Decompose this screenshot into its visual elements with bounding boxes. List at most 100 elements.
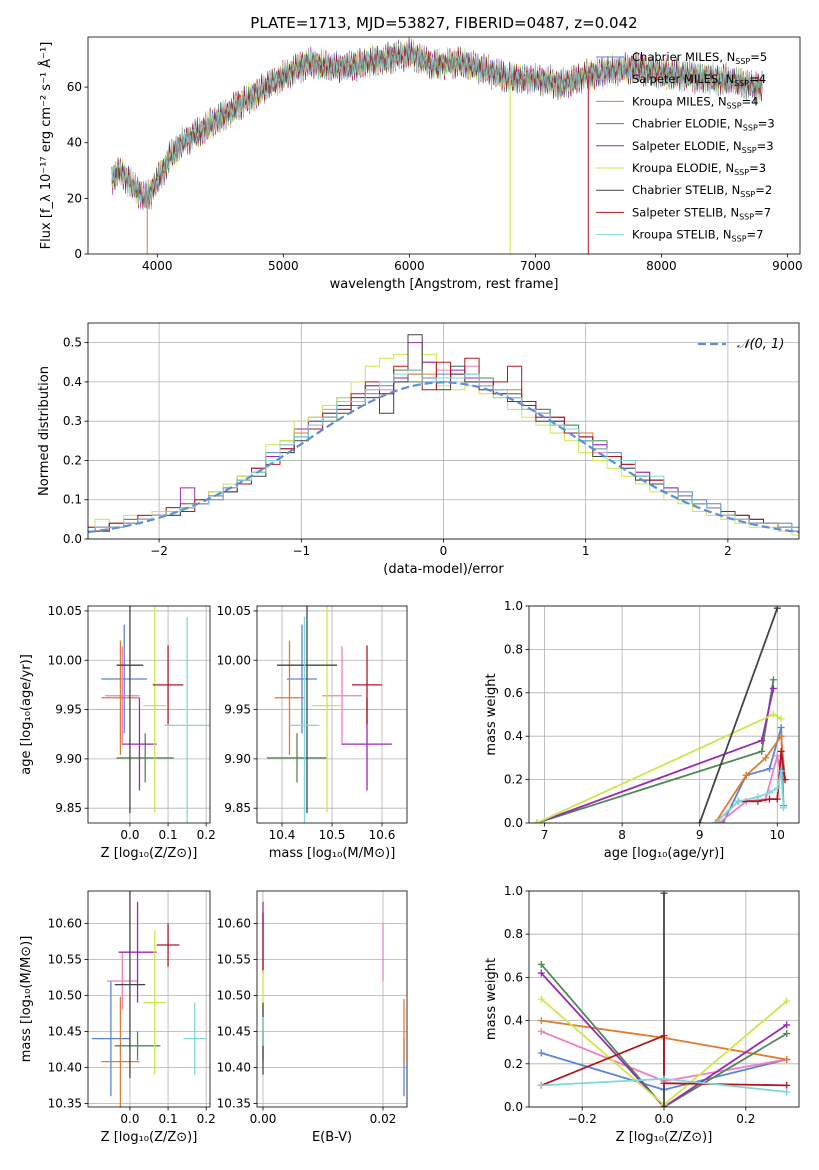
weight-path xyxy=(540,963,788,1107)
panel-massweight-vs-Z: −0.2 0.0 0.2 0.0 0.2 0.4 0.6 0.8 1.0 Z [log₁₀(Z/Z… xyxy=(484,884,800,1145)
x-tick-label: 10.6 xyxy=(369,828,396,842)
x-tick-label: 9000 xyxy=(772,259,803,273)
y-tick-label: 0.0 xyxy=(504,816,523,830)
grid xyxy=(257,606,407,823)
plot-area xyxy=(88,334,799,536)
axes-frame xyxy=(528,890,800,1108)
errorbar-chabrier-elodie xyxy=(114,1031,161,1061)
y-tick-label: 0.2 xyxy=(504,1057,523,1071)
weight-line-kroupa-stelib xyxy=(711,767,787,823)
y-tick-label: 0.2 xyxy=(504,773,523,787)
plot-area xyxy=(267,606,392,823)
legend-entry: Salpeter STELIB, NSSP=7 xyxy=(632,205,771,221)
x-axis-label: mass [log₁₀(M/M⊙)] xyxy=(269,846,396,861)
weight-marker xyxy=(734,797,742,805)
y-tick-label: 10.55 xyxy=(48,952,82,966)
axes-frame xyxy=(87,890,211,1108)
legend-entry: Salpeter ELODIE, NSSP=3 xyxy=(632,139,774,155)
y-tick-label: 10.35 xyxy=(48,1096,82,1110)
x-tick-label: 0.02 xyxy=(370,1112,397,1126)
weight-marker xyxy=(783,1055,791,1063)
y-tick-label: 0.8 xyxy=(504,927,523,941)
plot-area xyxy=(101,606,210,823)
weight-marker xyxy=(537,1017,545,1025)
weight-marker xyxy=(783,1081,791,1089)
legend-entry: Chabrier ELODIE, NSSP=3 xyxy=(632,117,775,133)
weight-marker xyxy=(660,1032,668,1040)
errorbar-kroupa-miles xyxy=(274,640,305,755)
weight-marker xyxy=(758,747,766,755)
x-tick-label: 9 xyxy=(696,828,704,842)
weight-marker xyxy=(660,891,668,897)
y-tick-label: 0.4 xyxy=(504,1014,523,1028)
y-axis-label: mass weight xyxy=(484,673,499,755)
errorbar-kroupa-stelib xyxy=(164,616,210,823)
y-tick-label: 10.45 xyxy=(48,1024,82,1038)
weight-marker xyxy=(781,776,789,784)
y-tick-label: 40 xyxy=(67,136,82,150)
plot-area xyxy=(533,606,789,823)
y-tick-label: 10.35 xyxy=(217,1096,251,1110)
x-tick-label: 10 xyxy=(770,828,785,842)
hist-kroupa-stelib xyxy=(88,369,799,532)
y-tick-label: 9.90 xyxy=(55,752,82,766)
errorbar-kroupa-miles xyxy=(101,996,140,1107)
y-axis-label: Normed distribution xyxy=(37,366,52,496)
errorbar-chabrier-stelib xyxy=(116,606,144,814)
errorbar-salpeter-stelib xyxy=(152,645,184,725)
x-tick-label: 8 xyxy=(618,828,626,842)
errorbar-chabrier-elodie xyxy=(267,733,327,783)
y-tick-label: 10.55 xyxy=(217,952,251,966)
plot-area xyxy=(91,891,207,1107)
weight-marker xyxy=(711,819,719,823)
errorbar-salpeter-stelib xyxy=(352,645,382,725)
x-tick-label: 2 xyxy=(724,544,732,558)
x-axis-label: (data-model)/error xyxy=(383,562,504,577)
y-tick-label: 10.00 xyxy=(217,653,251,667)
weight-marker xyxy=(779,804,787,812)
x-tick-label: 10.4 xyxy=(269,828,296,842)
y-tick-label: 0 xyxy=(74,247,82,261)
x-tick-label: 0.0 xyxy=(120,1112,139,1126)
weight-marker xyxy=(777,767,785,775)
panel-mass-vs-EBV: 0.00 0.02 10.35 10.40 10.45 10.50 10.55 10.60 E(… xyxy=(217,890,408,1145)
y-tick-label: 9.95 xyxy=(55,703,82,717)
y-tick-label: 9.95 xyxy=(224,703,251,717)
weight-marker xyxy=(769,711,777,718)
y-tick-label: 0.0 xyxy=(504,1100,523,1114)
x-tick-label: 5000 xyxy=(268,259,299,273)
weight-marker xyxy=(769,676,777,684)
x-axis-label: wavelength [Angstrom, rest frame] xyxy=(330,277,559,292)
grid xyxy=(529,605,799,824)
weight-marker xyxy=(777,715,785,723)
weight-marker xyxy=(783,1088,791,1096)
errorbar-chabrier-elodie xyxy=(116,733,174,783)
errorbar-salpeter-miles xyxy=(107,952,138,1010)
weight-marker xyxy=(754,793,762,801)
y-tick-label: 10.60 xyxy=(48,916,82,930)
y-tick-label: 9.90 xyxy=(224,752,251,766)
x-tick-label: 7 xyxy=(541,828,549,842)
x-tick-label: 0.1 xyxy=(159,828,178,842)
errorbar-salpeter-elodie xyxy=(122,697,157,791)
legend-entry: Kroupa ELODIE, NSSP=3 xyxy=(632,161,766,177)
errorbar-chabrier-stelib xyxy=(277,606,337,814)
legend-entry-normal: 𝒩(0, 1) xyxy=(737,337,784,352)
x-tick-label: 0.1 xyxy=(159,1112,178,1126)
errorbar-chabrier-miles xyxy=(91,981,130,1097)
weight-marker xyxy=(766,795,774,803)
errorbar-kroupa-elodie xyxy=(143,606,167,813)
weight-marker xyxy=(696,819,704,823)
errorbar-salpeter-miles xyxy=(105,646,140,746)
weight-path xyxy=(540,972,788,1107)
x-tick-label: 10.5 xyxy=(319,828,346,842)
errorbar-kroupa-stelib xyxy=(183,1002,207,1075)
panel-mass-vs-Z: 0.0 0.1 0.2 10.35 10.40 10.45 10.50 10.55 10.60 Z… xyxy=(19,890,216,1145)
plot-area xyxy=(537,891,791,1107)
panel-age-vs-Z: 0.0 0.1 0.2 9.85 9.90 9.95 10.00 10.05 Z [log₁₀(… xyxy=(19,604,216,861)
axes-frame xyxy=(87,36,801,255)
axes-frame xyxy=(256,890,408,1108)
errorbar-salpeter-stelib xyxy=(156,923,180,967)
x-tick-label: 0.0 xyxy=(654,1112,673,1126)
normal-curve xyxy=(88,381,799,534)
